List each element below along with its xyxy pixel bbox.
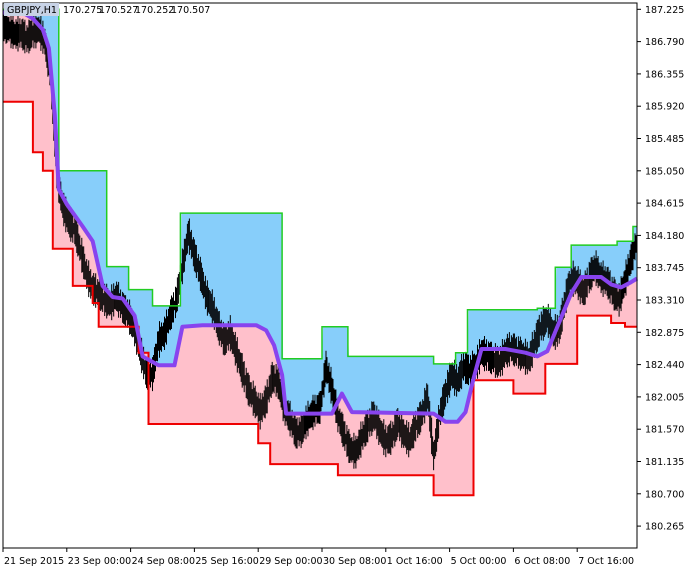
x-tick-label: 29 Sep 00:00 <box>259 556 322 567</box>
x-tick-label: 5 Oct 00:00 <box>451 556 507 567</box>
ohlc-low: 170.252 <box>135 5 174 16</box>
band-lines <box>3 8 639 497</box>
x-tick-label: 25 Sep 16:00 <box>195 556 258 567</box>
x-axis: 21 Sep 2015 23 Sep 00:00 24 Sep 08:00 25 Se… <box>2 548 634 567</box>
ohlc-high: 170.527 <box>99 5 138 16</box>
y-tick-label: 183.745 <box>645 263 684 274</box>
y-tick-label: 182.440 <box>645 360 684 371</box>
y-tick-label: 182.005 <box>645 392 684 403</box>
symbol-label-box <box>4 3 59 16</box>
y-tick-label: 180.265 <box>645 522 684 533</box>
plot-frame <box>2 2 638 549</box>
y-tick-label: 185.920 <box>645 102 684 113</box>
x-tick-label: 24 Sep 08:00 <box>132 556 195 567</box>
y-tick-label: 187.225 <box>645 5 684 16</box>
y-tick-label: 185.485 <box>645 134 684 145</box>
y-tick-label: 182.875 <box>645 328 684 339</box>
symbol-label: GBPJPY,H1 <box>7 5 57 16</box>
y-tick-label: 183.310 <box>645 296 684 307</box>
ohlc-open: 170.275 <box>63 5 102 16</box>
x-tick-label: 7 Oct 16:00 <box>578 556 634 567</box>
y-axis: 187.225 186.790 186.355 185.920 185.485 185.0… <box>637 5 684 533</box>
lower-band-line <box>3 100 637 497</box>
price-series <box>2 10 637 471</box>
y-tick-label: 180.700 <box>645 489 684 500</box>
y-tick-label: 186.790 <box>645 37 684 48</box>
x-tick-label: 21 Sep 2015 <box>4 556 64 567</box>
x-tick-label: 30 Sep 08:00 <box>323 556 386 567</box>
y-tick-label: 184.180 <box>645 231 684 242</box>
upper-fill-area <box>3 9 637 422</box>
y-tick-label: 185.050 <box>645 166 684 177</box>
x-tick-label: 1 Oct 16:00 <box>387 556 443 567</box>
y-tick-label: 186.355 <box>645 69 684 80</box>
symbol-header: GBPJPY,H1 170.275 170.527 170.252 170.50… <box>4 3 210 16</box>
y-tick-label: 181.135 <box>645 457 684 468</box>
upper-band-line <box>3 8 637 365</box>
ohlc-close: 170.507 <box>171 5 210 16</box>
y-tick-label: 181.570 <box>645 425 684 436</box>
lower-fill-area <box>3 12 637 496</box>
x-tick-label: 23 Sep 00:00 <box>68 556 131 567</box>
band-fills <box>3 9 637 496</box>
middle-line <box>3 10 639 424</box>
y-tick-label: 184.615 <box>645 199 684 210</box>
x-tick-label: 6 Oct 08:00 <box>514 556 570 567</box>
